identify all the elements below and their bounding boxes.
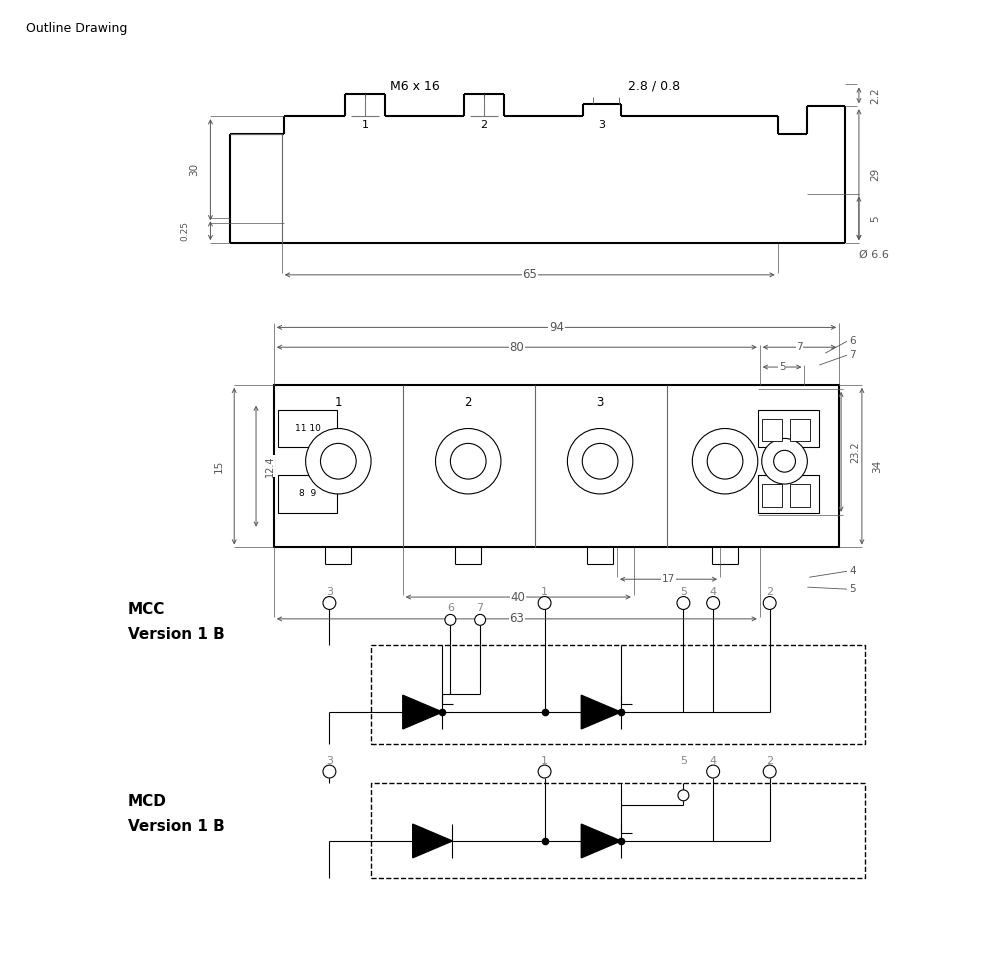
Text: Ø 6.6: Ø 6.6 — [859, 250, 889, 260]
Circle shape — [323, 596, 336, 609]
Circle shape — [568, 428, 633, 494]
Circle shape — [707, 765, 719, 778]
Text: 3: 3 — [599, 120, 606, 130]
Bar — [762, 419, 782, 441]
Text: 5: 5 — [680, 755, 687, 765]
Text: 2: 2 — [481, 120, 488, 130]
Text: 1: 1 — [335, 396, 342, 409]
Bar — [762, 484, 782, 507]
Text: 0.25: 0.25 — [180, 221, 189, 241]
Text: 4: 4 — [710, 587, 716, 597]
Bar — [758, 410, 820, 447]
Circle shape — [538, 596, 551, 609]
Circle shape — [762, 438, 808, 484]
Text: 2.8 / 0.8: 2.8 / 0.8 — [627, 80, 680, 93]
Circle shape — [763, 765, 776, 778]
Text: 6: 6 — [849, 337, 855, 346]
Circle shape — [774, 450, 796, 472]
Bar — [274, 385, 839, 548]
Circle shape — [693, 428, 758, 494]
Text: 2.2: 2.2 — [870, 87, 880, 103]
Text: 17: 17 — [662, 574, 675, 585]
Text: 15: 15 — [213, 460, 223, 472]
Bar — [277, 410, 337, 447]
Text: 3: 3 — [597, 396, 604, 409]
Text: MCC: MCC — [128, 602, 165, 618]
Bar — [791, 419, 811, 441]
Text: 5: 5 — [779, 362, 786, 372]
Text: MCD: MCD — [128, 793, 167, 809]
Circle shape — [320, 443, 356, 479]
Text: 2: 2 — [465, 396, 472, 409]
Text: Version 1 B: Version 1 B — [128, 819, 225, 834]
Text: 4: 4 — [849, 566, 855, 576]
Text: 23.2: 23.2 — [850, 441, 860, 463]
Circle shape — [707, 596, 719, 609]
Text: 80: 80 — [509, 341, 524, 353]
Text: 5: 5 — [870, 215, 880, 222]
Text: 6: 6 — [447, 603, 454, 613]
Text: 1: 1 — [541, 587, 548, 597]
Text: 94: 94 — [549, 321, 564, 334]
Circle shape — [677, 596, 690, 609]
Circle shape — [445, 615, 456, 626]
Text: 2: 2 — [766, 587, 773, 597]
Text: 3: 3 — [326, 587, 333, 597]
Text: 4: 4 — [710, 755, 716, 765]
Text: 30: 30 — [189, 163, 199, 177]
Text: Version 1 B: Version 1 B — [128, 628, 225, 642]
Text: 40: 40 — [511, 590, 526, 603]
Text: 11 10: 11 10 — [294, 424, 320, 433]
Polygon shape — [412, 824, 452, 858]
Text: 1: 1 — [362, 120, 369, 130]
Text: 7: 7 — [849, 350, 855, 360]
Text: 5: 5 — [680, 587, 687, 597]
Polygon shape — [582, 824, 621, 858]
Bar — [758, 475, 820, 512]
Circle shape — [763, 596, 776, 609]
Text: Outline Drawing: Outline Drawing — [26, 22, 128, 35]
Text: 34: 34 — [872, 460, 882, 472]
Text: 29: 29 — [870, 168, 880, 182]
Circle shape — [538, 765, 551, 778]
Text: 7: 7 — [477, 603, 484, 613]
Text: 5: 5 — [849, 584, 855, 594]
Circle shape — [583, 443, 618, 479]
Text: 1: 1 — [541, 755, 548, 765]
Text: 7: 7 — [796, 343, 803, 352]
Text: 2: 2 — [766, 755, 773, 765]
Text: 63: 63 — [509, 612, 524, 626]
Polygon shape — [402, 695, 442, 729]
Text: 3: 3 — [326, 755, 333, 765]
Bar — [371, 784, 865, 877]
Circle shape — [305, 428, 371, 494]
Circle shape — [323, 765, 336, 778]
Circle shape — [435, 428, 501, 494]
Bar — [277, 475, 337, 512]
Circle shape — [450, 443, 486, 479]
Bar — [791, 484, 811, 507]
Text: 8  9: 8 9 — [299, 489, 316, 499]
Circle shape — [708, 443, 743, 479]
Text: 65: 65 — [522, 268, 537, 281]
Circle shape — [475, 615, 486, 626]
Circle shape — [678, 790, 689, 800]
Bar — [371, 645, 865, 744]
Text: 12.4: 12.4 — [265, 456, 275, 477]
Text: M6 x 16: M6 x 16 — [389, 80, 440, 93]
Polygon shape — [582, 695, 621, 729]
